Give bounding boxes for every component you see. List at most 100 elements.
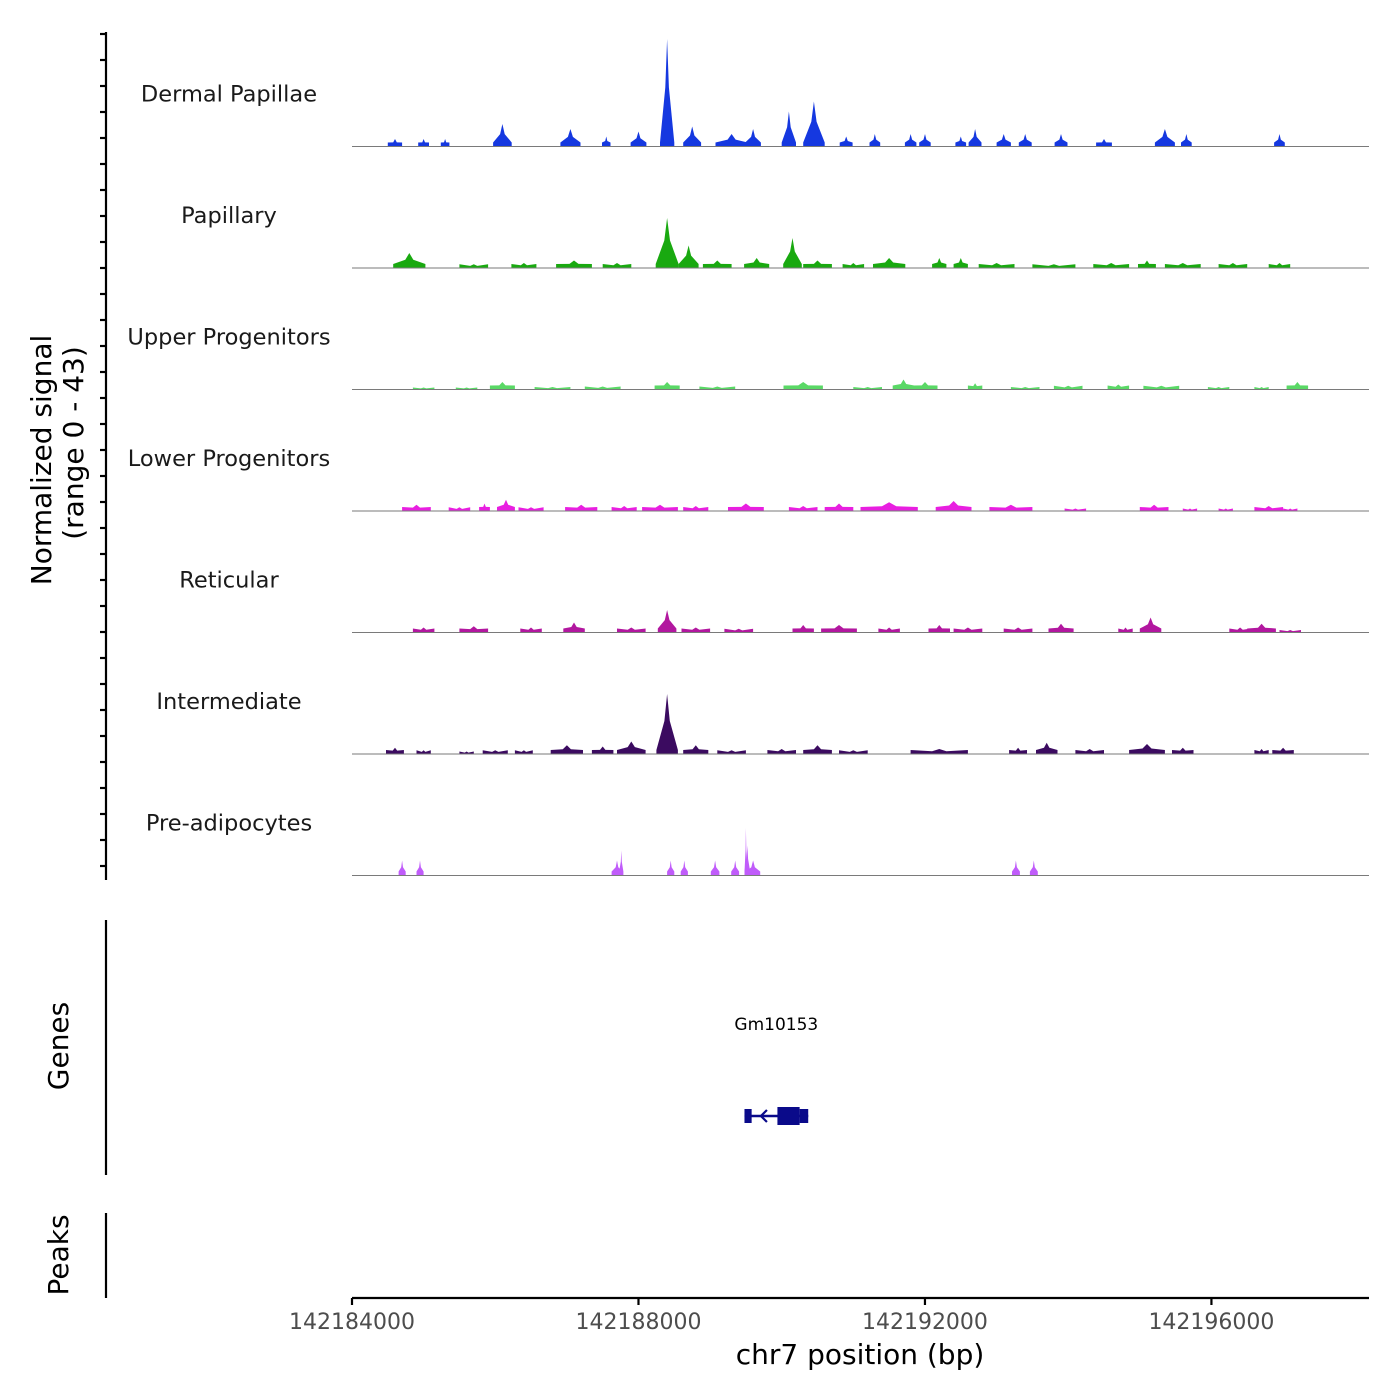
signal-peak: [683, 126, 702, 147]
signal-peak: [878, 627, 900, 633]
signal-peak: [745, 129, 761, 147]
track-dermal-papillae: Dermal Papillae: [141, 39, 1369, 147]
signal-peak: [1009, 747, 1027, 754]
signal-peak: [953, 258, 968, 268]
signal-peak: [1218, 263, 1248, 268]
signal-peak: [556, 260, 592, 268]
track-label: Upper Progenitors: [127, 325, 330, 351]
signal-peak: [1096, 139, 1112, 147]
signal-peak: [560, 129, 581, 147]
signal-peak: [1107, 384, 1130, 390]
signal-peak: [563, 622, 585, 633]
signal-peak: [1207, 387, 1230, 390]
genes-ylabel: Genes: [42, 1002, 75, 1090]
x-tick-label: 142196000: [1148, 1310, 1274, 1335]
gene-exon: [777, 1107, 800, 1125]
signal-peak: [656, 694, 678, 754]
signal-peak: [448, 507, 471, 511]
signal-peak: [412, 627, 435, 633]
signal-peak: [398, 860, 406, 876]
signal-peak: [892, 379, 915, 390]
signal-peak: [657, 610, 677, 633]
x-tick-label: 142188000: [575, 1310, 701, 1335]
genes-panel: Genes Gm10153: [42, 920, 818, 1175]
x-tick-label: 142184000: [289, 1310, 415, 1335]
signal-peak: [1272, 747, 1294, 754]
signal-y-axis: [100, 32, 108, 880]
signal-peak: [565, 504, 598, 511]
signal-peak: [550, 745, 583, 754]
signal-peak: [869, 134, 881, 147]
gene-models: Gm10153: [734, 1015, 818, 1125]
signal-peak: [1247, 623, 1276, 633]
signal-peak: [717, 750, 746, 754]
signal-peak: [642, 504, 678, 511]
signal-peak: [989, 504, 1033, 511]
signal-peak: [1048, 623, 1074, 633]
signal-peak: [824, 503, 854, 511]
signal-peak: [1164, 263, 1201, 268]
signal-peak: [1218, 508, 1233, 511]
signal-peak: [667, 860, 675, 876]
signal-peak: [731, 860, 740, 876]
signal-peak: [702, 260, 732, 268]
signal-peak: [744, 828, 748, 876]
track-intermediate: Intermediate: [156, 689, 1369, 755]
signal-peak: [1029, 860, 1038, 876]
signal-peak: [715, 134, 748, 147]
signal-peak: [803, 745, 832, 754]
signal-peak: [1138, 260, 1156, 268]
signal-peak: [1181, 134, 1192, 147]
signal-peak: [497, 499, 515, 511]
signal-peak: [792, 625, 814, 633]
signal-peak: [1010, 387, 1040, 390]
track-label: Papillary: [181, 203, 277, 229]
track-reticular: Reticular: [179, 568, 1369, 633]
signal-peak: [630, 131, 647, 147]
signal-peak: [602, 263, 632, 268]
signal-peak: [416, 750, 431, 754]
signal-peak: [617, 741, 646, 754]
signal-peak: [1143, 385, 1180, 390]
signal-peak: [699, 386, 736, 390]
signal-peak: [767, 749, 796, 754]
signal-peak: [387, 139, 403, 147]
signal-peak: [912, 382, 938, 390]
signal-peak: [978, 263, 1015, 268]
signal-peak: [678, 245, 699, 268]
signal-peak: [839, 750, 868, 754]
gene-label: Gm10153: [734, 1015, 818, 1035]
signal-peak: [783, 382, 823, 390]
track-label: Pre-adipocytes: [146, 811, 312, 837]
signal-peak: [788, 506, 818, 511]
signal-peak: [1254, 749, 1269, 754]
signal-peak: [955, 136, 967, 147]
signal-peak: [783, 238, 802, 268]
signal-peak: [1093, 263, 1130, 268]
signal-peak: [842, 263, 865, 268]
signal-peak: [602, 136, 611, 147]
signal-peak: [511, 263, 537, 268]
signal-peak: [803, 260, 832, 268]
signal-peak: [393, 253, 426, 268]
signal-peak: [459, 264, 489, 268]
signal-peak: [518, 507, 544, 511]
peaks-panel: Peaks: [42, 1213, 108, 1298]
signal-peak: [904, 134, 917, 147]
signal-peak: [1129, 744, 1165, 754]
signal-peak: [520, 627, 542, 633]
signal-peak: [781, 111, 796, 147]
x-tick-label: 142192000: [862, 1310, 988, 1335]
signal-peak: [1075, 749, 1104, 754]
signal-peak: [853, 387, 882, 390]
signal-peak: [617, 627, 646, 633]
signal-peak: [584, 386, 621, 390]
signal-peak: [744, 258, 770, 268]
signal-peak: [418, 139, 429, 147]
gene-exon: [799, 1109, 809, 1123]
signal-peak: [681, 627, 711, 633]
signal-peak: [591, 746, 614, 754]
signal-peak: [683, 745, 709, 754]
track-papillary: Papillary: [181, 203, 1369, 269]
